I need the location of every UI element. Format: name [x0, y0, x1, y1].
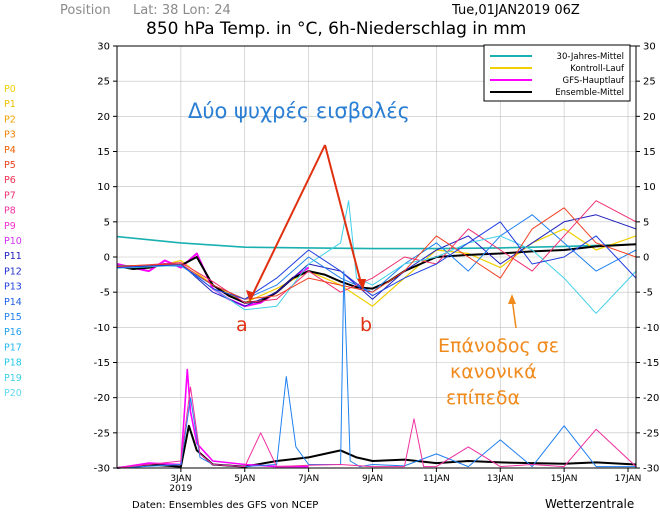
series-gfs-hauptlauf — [116, 252, 310, 308]
arrowhead-a — [246, 290, 255, 302]
annotation-return-line1: Επάνοδος σε — [438, 335, 559, 357]
member-label-p1: P1 — [4, 99, 16, 110]
source-note: Daten: Ensembles des GFS von NCEP — [132, 500, 318, 511]
annotation-cold-title: Δύο ψυχρές εισβολές — [188, 99, 410, 123]
y-tick-label-right: -15 — [643, 358, 659, 369]
y-tick-label-right: 30 — [643, 42, 656, 53]
y-tick-label-left: -25 — [94, 428, 110, 439]
member-label-p3: P3 — [4, 130, 16, 141]
member-label-p8: P8 — [4, 206, 16, 217]
member-label-p20: P20 — [4, 388, 22, 399]
member-label-p13: P13 — [4, 282, 22, 293]
x-tick-label: 11JAN — [423, 474, 450, 484]
series-p13 — [116, 221, 637, 300]
axes: -30 -30 -25 -25 -20 -20 -15 -15 -10 -10 -5 -5 0 0 5 5 10… — [94, 42, 660, 495]
series-niederschlag-p15 — [116, 270, 636, 469]
y-tick-label-left: -5 — [100, 288, 110, 299]
member-label-p12: P12 — [4, 266, 22, 277]
member-legend: P0 P1 P2 P3 P4 P5 P6 P7 P8 P9 P10 P11 P12 P13 P14 P15 P1… — [4, 84, 22, 399]
member-label-p19: P19 — [4, 373, 22, 384]
annotation-return-line3: επίπεδα — [446, 387, 520, 409]
annotation-label-b: b — [360, 314, 372, 336]
y-tick-label-right: -20 — [643, 393, 659, 404]
legend-entry-label: Ensemble-Mittel — [555, 88, 624, 98]
x-tick-sublabel: 2019 — [169, 484, 192, 494]
series-p11 — [116, 214, 637, 307]
member-label-p9: P9 — [4, 221, 16, 232]
y-tick-label-right: 20 — [643, 112, 656, 123]
y-tick-label-left: 5 — [104, 217, 110, 228]
member-label-p10: P10 — [4, 236, 22, 247]
member-label-p11: P11 — [4, 251, 22, 262]
member-label-p7: P7 — [4, 190, 16, 201]
y-tick-label-right: 25 — [643, 77, 656, 88]
member-label-p14: P14 — [4, 297, 22, 308]
y-tick-label-left: 20 — [97, 112, 110, 123]
x-tick-label: 7JAN — [298, 474, 319, 484]
arrow-b — [324, 144, 363, 288]
member-label-p18: P18 — [4, 358, 22, 369]
y-tick-label-right: -25 — [643, 428, 659, 439]
x-tick-label: 5JAN — [234, 474, 255, 484]
member-label-p4: P4 — [4, 145, 16, 156]
y-tick-label-left: 10 — [97, 182, 110, 193]
series-p5 — [116, 207, 637, 300]
y-tick-label-left: 30 — [97, 42, 110, 53]
annotation-return-line2: κανονικά — [450, 361, 537, 383]
legend: 30-Jahres-Mittel Kontroll-Lauf GFS-Hauptla… — [483, 44, 631, 102]
y-tick-label-right: -10 — [643, 323, 659, 334]
chart-title: 850 hPa Temp. in °C, 6h-Niederschlag in … — [146, 19, 526, 39]
series-niederschlag-mittel — [116, 424, 637, 469]
datetime: Tue,01JAN2019 06Z — [451, 3, 580, 18]
y-tick-label-left: -15 — [94, 358, 110, 369]
annotation-label-a: a — [236, 314, 248, 336]
series-niederschlag-gfs — [116, 368, 309, 469]
y-tick-label-right: 5 — [643, 217, 649, 228]
x-tick-label: 3JAN — [170, 474, 191, 484]
arrowhead-b — [357, 279, 366, 290]
x-tick-label: 13JAN — [487, 474, 514, 484]
legend-entry-label: GFS-Hauptlauf — [563, 76, 625, 86]
member-label-p17: P17 — [4, 342, 22, 353]
member-label-p6: P6 — [4, 175, 16, 186]
series-ensemble-mittel — [116, 243, 637, 304]
series-niederschlag-p8 — [116, 386, 637, 469]
x-tick-label: 17JAN — [615, 474, 642, 484]
y-tick-label-left: -30 — [94, 464, 110, 475]
y-tick-label-right: 10 — [643, 182, 656, 193]
y-tick-label-right: 15 — [643, 147, 656, 158]
arrowhead-return — [508, 294, 516, 304]
y-tick-label-left: -20 — [94, 393, 110, 404]
legend-entry-label: Kontroll-Lauf — [570, 64, 625, 74]
y-tick-label-right: 0 — [643, 253, 649, 264]
member-label-p16: P16 — [4, 327, 22, 338]
series-30-jahres-mittel — [116, 235, 637, 250]
member-label-p15: P15 — [4, 312, 22, 323]
member-label-p0: P0 — [4, 84, 16, 95]
position-label: Position — [60, 3, 111, 18]
y-tick-label-right: -30 — [643, 464, 659, 475]
series-kontroll-lauf — [116, 228, 637, 307]
arrow-a — [249, 144, 326, 301]
legend-entry-label: 30-Jahres-Mittel — [557, 52, 624, 62]
y-tick-label-left: -10 — [94, 323, 110, 334]
y-tick-label-left: 25 — [97, 77, 110, 88]
member-label-p2: P2 — [4, 114, 16, 125]
y-tick-label-left: 15 — [97, 147, 110, 158]
brand-wetterzentrale: Wetterzentrale — [545, 497, 634, 511]
y-tick-label-right: -5 — [643, 288, 653, 299]
x-tick-label: 9JAN — [362, 474, 383, 484]
series-layer — [116, 200, 637, 469]
member-label-p5: P5 — [4, 160, 16, 171]
x-tick-label: 15JAN — [551, 474, 578, 484]
y-tick-label-left: 0 — [104, 253, 110, 264]
lat-lon: Lat: 38 Lon: 24 — [133, 3, 231, 18]
